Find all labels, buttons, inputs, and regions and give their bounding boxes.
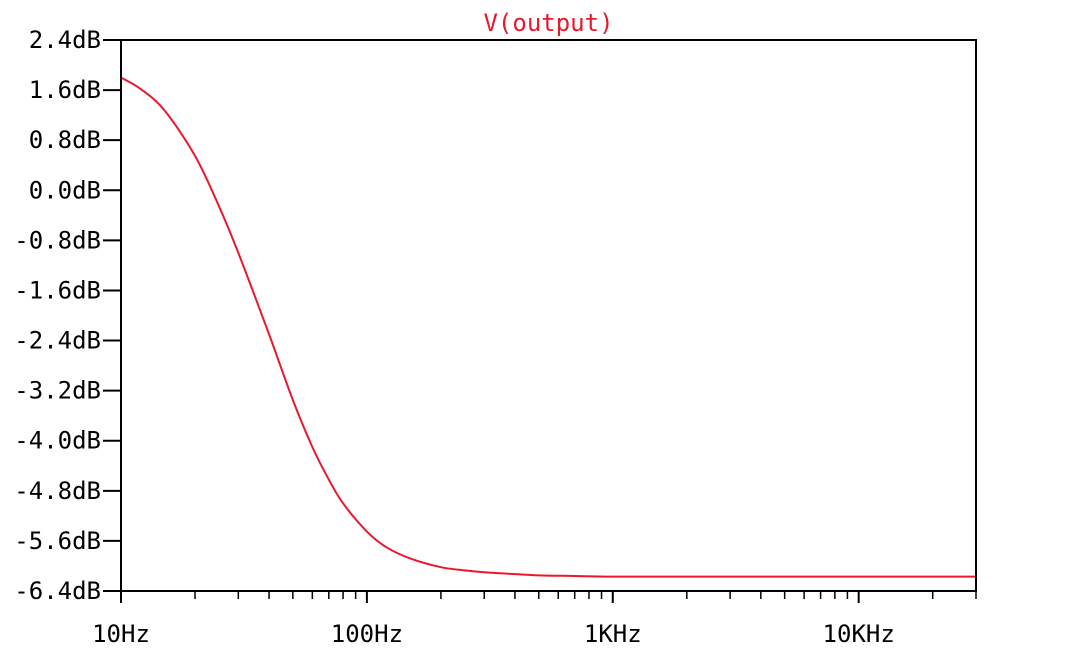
plot-frame bbox=[120, 39, 977, 592]
y-tick-label: 0.8dB bbox=[29, 126, 101, 154]
y-tick-label: -1.6dB bbox=[14, 276, 101, 304]
y-tick-label: 2.4dB bbox=[29, 26, 101, 54]
y-tick-label: -4.8dB bbox=[14, 477, 101, 505]
x-tick-label: 10Hz bbox=[92, 620, 150, 648]
chart-title: V(output) bbox=[483, 9, 613, 37]
y-tick-label: -0.8dB bbox=[14, 226, 101, 254]
y-tick-label: 1.6dB bbox=[29, 76, 101, 104]
y-tick-label: 0.0dB bbox=[29, 176, 101, 204]
x-tick-label: 100Hz bbox=[331, 620, 403, 648]
y-tick-label: -4.0dB bbox=[14, 427, 101, 455]
y-tick-label: -3.2dB bbox=[14, 377, 101, 405]
y-tick-label: -6.4dB bbox=[14, 577, 101, 605]
series-line bbox=[120, 76, 976, 578]
series-layer bbox=[120, 76, 976, 578]
x-tick-label: 1KHz bbox=[584, 620, 642, 648]
y-axis: 2.4dB 1.6dB 0.8dB 0.0dB -0.8dB -1.6dB -2.4dB -3… bbox=[14, 26, 121, 605]
y-tick-label: -5.6dB bbox=[14, 527, 101, 555]
y-tick-label: -2.4dB bbox=[14, 327, 101, 355]
x-tick-label: 10KHz bbox=[823, 620, 895, 648]
x-axis: 10Hz 100Hz 1KHz 10KHz bbox=[92, 591, 977, 648]
